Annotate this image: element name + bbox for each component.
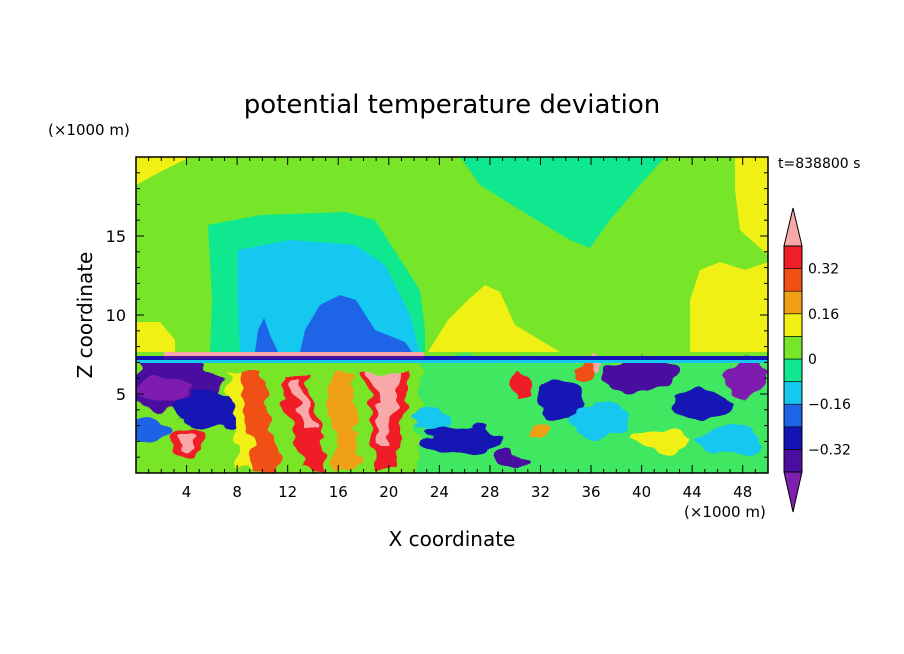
y-tick-label: 5 [116,385,126,404]
colorbar-frame [783,245,803,473]
field-yellow-right [690,262,768,352]
y-unit-label: (×1000 m) [48,121,130,139]
field-cyan-left [238,240,420,352]
swirl-blue-right-2 [670,391,730,419]
swirl-purple-right-1 [600,359,680,391]
colorbar-label: −0.16 [808,397,851,413]
colorbar-label: −0.32 [808,442,851,458]
colorbar-band [783,245,803,269]
x-tick-label: 4 [182,483,192,501]
colorbar-band [783,426,803,450]
upper-field [136,157,768,352]
plume-yellow-1 [228,372,254,470]
colorbar-label: 0 [808,352,817,368]
swirl-violet-right-2 [727,360,763,400]
colorbar-label: 0.16 [808,307,839,323]
vortex-pink-b [178,433,198,447]
swirl-yellow-right [630,430,690,450]
swirl-orange-right [528,422,552,438]
field-blue-bulge [300,295,412,352]
x-axis: 4 8 12 16 20 24 28 32 36 40 44 48 [148,157,756,501]
colorbar-label: 0.32 [808,262,839,278]
x-axis-label: X coordinate [389,527,516,551]
field-blue-spike [255,318,278,352]
y-tick-label: 10 [106,306,126,325]
colorbar-band [783,313,803,337]
x-tick-label: 20 [379,483,398,501]
swirl-cyan-right-1 [570,402,630,438]
colorbar-bottom-arrow [783,471,803,513]
colorbar-band [783,268,803,292]
colorbar-band [783,381,803,405]
swirl-red-right-b [577,360,593,380]
x-tick-label: 40 [632,483,651,501]
x-unit-label: (×1000 m) [684,503,766,521]
plot-area [136,157,768,473]
colorbar-band [783,358,803,382]
colorbar-band [783,336,803,360]
chart-title: potential temperature deviation [244,90,660,120]
colorbar: 0.32 0.16 0 −0.16 −0.32 [783,207,851,513]
swirl-purple-mid [492,452,528,468]
swirl-red-right [512,371,528,399]
x-tick-label: 16 [329,483,348,501]
inversion-purple [164,356,424,359]
colorbar-top-arrow [783,207,803,247]
field-yellow-middle [428,285,560,352]
y-axis-label: Z coordinate [73,252,97,379]
colorbar-band [783,403,803,428]
inversion-cyan [136,360,768,363]
y-axis: 5 10 15 [106,172,768,458]
plume-pink-4 [368,372,402,440]
swirl-cyan-mid [410,410,450,430]
time-label: t=838800 s [778,156,860,172]
y-tick-label: 15 [106,227,126,246]
swirl-blue-right-1 [534,380,586,420]
x-tick-label: 44 [683,483,702,501]
x-tick-label: 28 [480,483,499,501]
x-tick-label: 12 [278,483,297,501]
field-yellow-top-right [735,157,768,255]
swirl-cyan-right-3 [696,426,764,454]
x-tick-label: 8 [232,483,242,501]
colorbar-band [783,449,803,473]
lower-field [136,352,768,473]
vortex-violet-left [139,374,191,402]
x-tick-label: 36 [581,483,600,501]
inversion-blue [136,356,768,360]
x-tick-label: 48 [733,483,752,501]
field-green-top-right [460,157,665,248]
swirl-blue-mid [420,426,500,454]
x-tick-label: 24 [430,483,449,501]
x-tick-label: 32 [531,483,550,501]
plume-pink-2 [288,380,315,430]
plume-orange-3 [330,372,360,470]
field-yellow-top-left [136,157,190,185]
colorbar-band [783,290,803,315]
field-yellow-left-edge [136,322,175,352]
inversion-pink [164,352,424,356]
vortex-cyan-left [136,418,172,442]
